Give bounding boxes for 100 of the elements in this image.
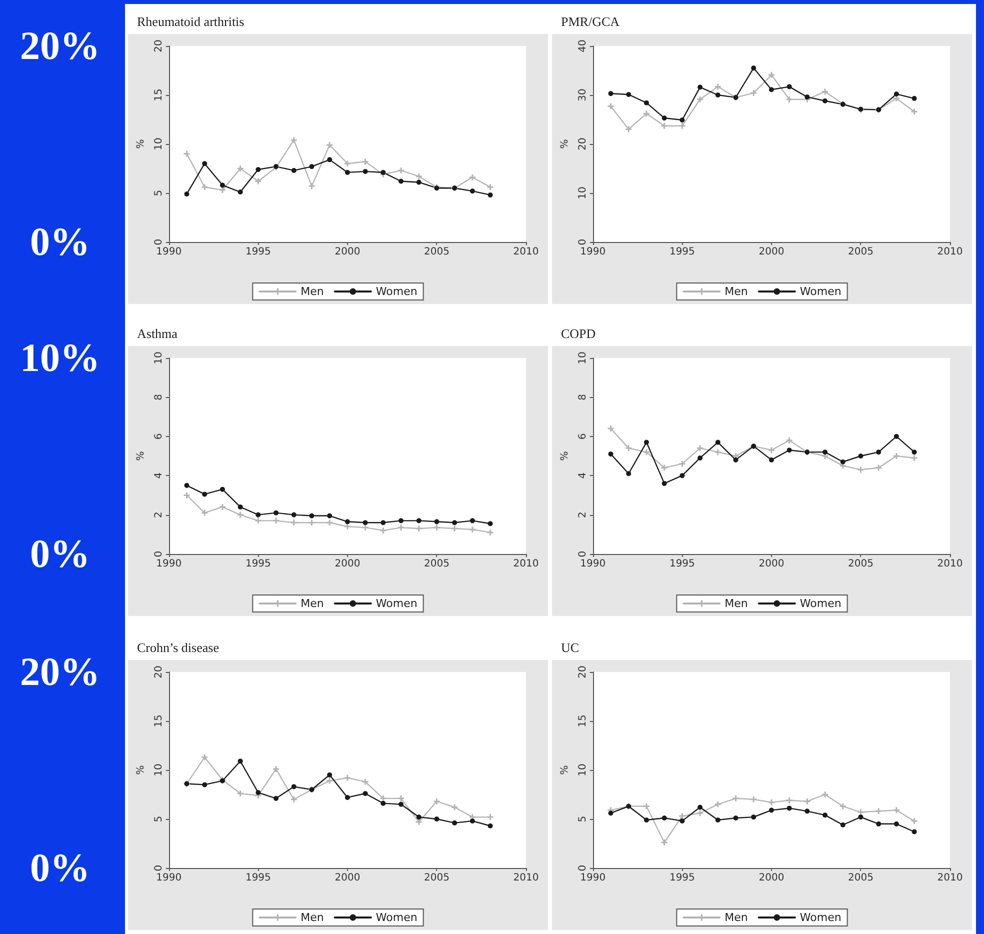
point [608, 103, 614, 110]
x-tick-label: 1990 [156, 558, 182, 570]
point [452, 526, 458, 532]
point [679, 460, 686, 467]
x-tick-label: 2005 [848, 872, 874, 884]
point [256, 512, 261, 518]
point [715, 92, 720, 98]
point [237, 166, 244, 172]
point [470, 518, 475, 524]
point [751, 66, 756, 71]
point [822, 812, 828, 818]
text: 10% [19, 334, 101, 381]
point [290, 796, 297, 802]
point [416, 526, 422, 532]
x-tick-label: 2010 [513, 558, 539, 570]
y-tick-label: 0 [153, 550, 164, 558]
point [274, 796, 279, 801]
point [344, 774, 350, 781]
point [626, 445, 632, 452]
point [768, 447, 774, 454]
y-tick-label: 15 [577, 714, 588, 728]
point [202, 184, 208, 190]
text: 0% [29, 530, 91, 577]
y-tick-label: 0 [577, 238, 588, 246]
point [680, 473, 685, 478]
y-tick-label: 2 [153, 512, 164, 518]
point [452, 804, 458, 810]
x-tick-label: 1995 [245, 246, 271, 258]
y-tick-label: 5 [577, 816, 588, 822]
y-tick-label: 15 [153, 714, 164, 728]
chart-title: Asthma [137, 326, 178, 341]
x-tick-label: 2005 [848, 558, 874, 570]
point [469, 174, 476, 180]
point [698, 455, 703, 460]
point [643, 449, 650, 456]
point [184, 150, 190, 157]
point [308, 183, 315, 190]
point [452, 520, 458, 526]
legend-label: Men [724, 597, 748, 610]
point [643, 110, 650, 117]
point [308, 520, 315, 526]
point [219, 504, 226, 510]
point [416, 518, 422, 524]
text: 20% [19, 648, 101, 695]
point [733, 457, 738, 462]
point [661, 122, 668, 129]
point [219, 187, 226, 194]
x-tick-label: 2000 [334, 872, 360, 884]
point [626, 471, 632, 476]
point [434, 816, 440, 822]
y-tick-label: 20 [577, 666, 588, 678]
legend-label: Women [800, 911, 842, 924]
point [804, 94, 810, 100]
point [714, 801, 721, 808]
x-tick-label: 2000 [334, 246, 360, 258]
point [822, 792, 828, 798]
y-axis-title: % [136, 451, 146, 461]
point [202, 161, 208, 166]
point [644, 100, 649, 106]
point [434, 798, 440, 804]
point [362, 524, 368, 531]
point [290, 520, 297, 526]
point [470, 188, 475, 194]
point [380, 800, 386, 806]
point [912, 450, 917, 455]
y-tick-label: 6 [577, 433, 588, 440]
chart-title: Crohn’s disease [137, 640, 220, 655]
point [398, 178, 404, 184]
point [380, 170, 386, 175]
point [327, 513, 332, 518]
x-tick-label: 2010 [937, 246, 963, 258]
point [662, 480, 667, 486]
point [220, 486, 225, 492]
point [290, 137, 297, 144]
y-tick-label: 4 [577, 472, 588, 479]
point [470, 818, 475, 824]
point [469, 526, 476, 532]
point [255, 518, 262, 524]
x-tick-label: 2005 [848, 246, 874, 258]
x-tick-label: 2005 [424, 872, 450, 884]
chart-title: COPD [561, 326, 596, 341]
point [184, 482, 190, 488]
y-tick-label: 10 [577, 352, 588, 364]
point [202, 754, 208, 760]
point [912, 829, 917, 834]
point [893, 453, 900, 459]
point [416, 173, 422, 180]
point [608, 452, 614, 457]
point [398, 524, 404, 531]
y-tick-label: 10 [153, 352, 164, 364]
point [768, 87, 774, 92]
point [697, 445, 704, 452]
x-tick-label: 2005 [424, 246, 450, 258]
point [487, 529, 494, 536]
point [488, 823, 493, 828]
point [822, 98, 828, 104]
point [344, 524, 350, 530]
point [858, 809, 864, 816]
y-tick-label: 40 [577, 40, 588, 52]
point [822, 450, 828, 455]
